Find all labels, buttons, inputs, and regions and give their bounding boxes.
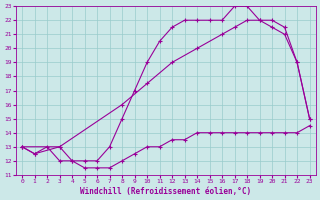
X-axis label: Windchill (Refroidissement éolien,°C): Windchill (Refroidissement éolien,°C) — [80, 187, 252, 196]
